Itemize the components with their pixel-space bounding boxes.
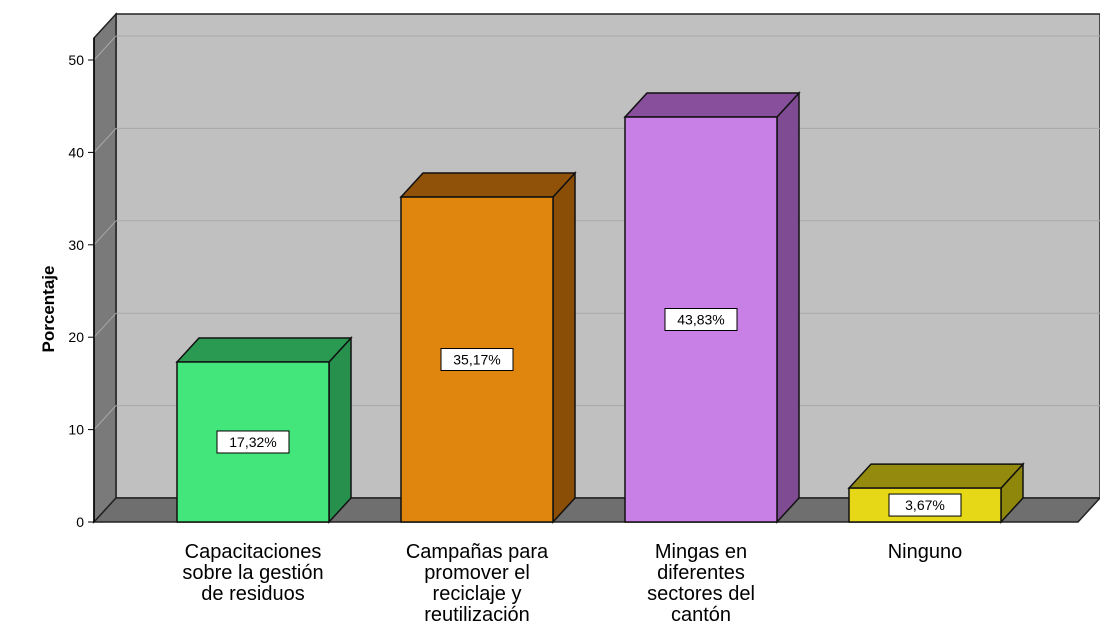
y-tick-label: 50 — [68, 52, 84, 68]
data-label-box — [664, 308, 738, 332]
bar-group: 3,67% — [847, 462, 1025, 524]
y-axis-title: Porcentaje — [39, 266, 58, 353]
bar-group: 17,32% — [175, 336, 353, 524]
gridline-side — [93, 405, 117, 430]
y-tick-label: 40 — [68, 144, 84, 160]
x-tick-label: sobre la gestión — [182, 562, 323, 584]
x-tick-label: cantón — [671, 604, 731, 626]
data-label-box — [216, 430, 290, 454]
data-label-box — [440, 348, 514, 372]
side-wall — [93, 12, 117, 524]
bar-top — [175, 337, 353, 363]
x-tick-label: promover el — [424, 562, 530, 584]
y-tick-label: 0 — [76, 514, 84, 530]
bar-top — [623, 92, 801, 118]
x-tick-label: reutilización — [424, 604, 530, 626]
gridline-side — [93, 312, 117, 338]
bar-top — [847, 463, 1025, 489]
x-tick-label: de residuos — [201, 583, 304, 605]
bar-group: 35,17% — [399, 171, 577, 524]
x-tick-label: Campañas para — [406, 541, 549, 563]
bar-top — [399, 172, 577, 198]
x-tick-label: Mingas en — [655, 541, 747, 563]
data-label: 35,17% — [453, 352, 500, 368]
x-tick-label: Capacitaciones — [185, 541, 322, 563]
bar-side — [328, 336, 352, 524]
x-tick-label: Ninguno — [888, 541, 963, 563]
x-tick-label: diferentes — [657, 562, 745, 584]
x-tick-label: reciclaje y — [433, 583, 522, 605]
gridline-side — [93, 35, 117, 61]
data-label: 17,32% — [229, 434, 276, 450]
y-tick-label: 10 — [68, 422, 84, 438]
data-label-box — [888, 493, 962, 517]
bar-group: 43,83% — [623, 91, 801, 524]
bar-side — [776, 91, 800, 524]
x-tick-label: sectores del — [647, 583, 755, 605]
gridline-side — [93, 128, 117, 153]
y-tick-label: 20 — [68, 329, 84, 345]
data-label: 3,67% — [905, 497, 945, 513]
data-label: 43,83% — [677, 312, 724, 328]
bar-side — [552, 171, 576, 524]
y-tick-label: 30 — [68, 237, 84, 253]
gridline-side — [93, 220, 117, 246]
